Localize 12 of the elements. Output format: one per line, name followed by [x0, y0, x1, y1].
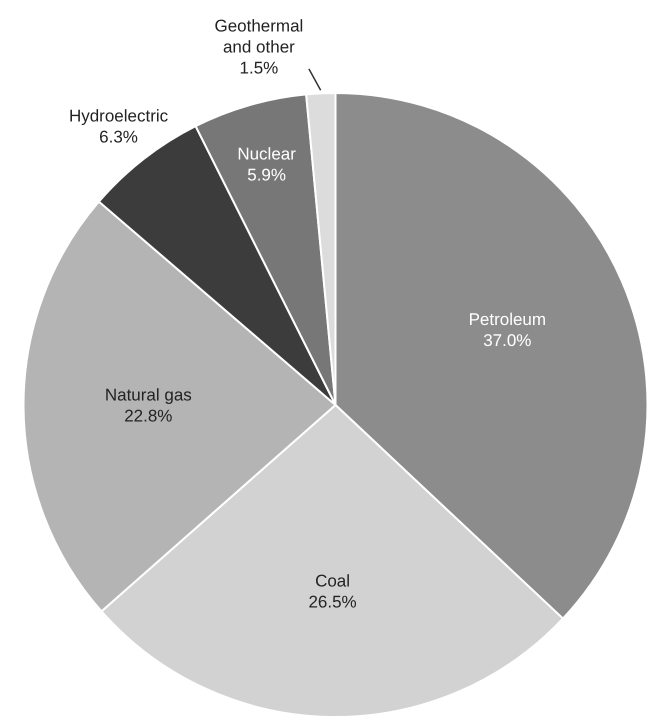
- slice-label: Natural gas: [104, 385, 192, 404]
- slice-label: Coal: [315, 571, 350, 590]
- slice-label: Petroleum: [468, 310, 546, 329]
- slice-label: Nuclear: [237, 144, 296, 164]
- data-label: 22.8%: [124, 406, 172, 426]
- data-label: 1.5%: [240, 58, 278, 78]
- slice-label: Hydroelectric: [68, 106, 169, 126]
- data-label: 6.3%: [99, 127, 138, 146]
- data-label: 37.0%: [483, 330, 532, 350]
- data-label: 5.9%: [247, 165, 286, 184]
- slice-label: Geothermal and other: [214, 16, 304, 57]
- data-label: 26.5%: [308, 592, 357, 612]
